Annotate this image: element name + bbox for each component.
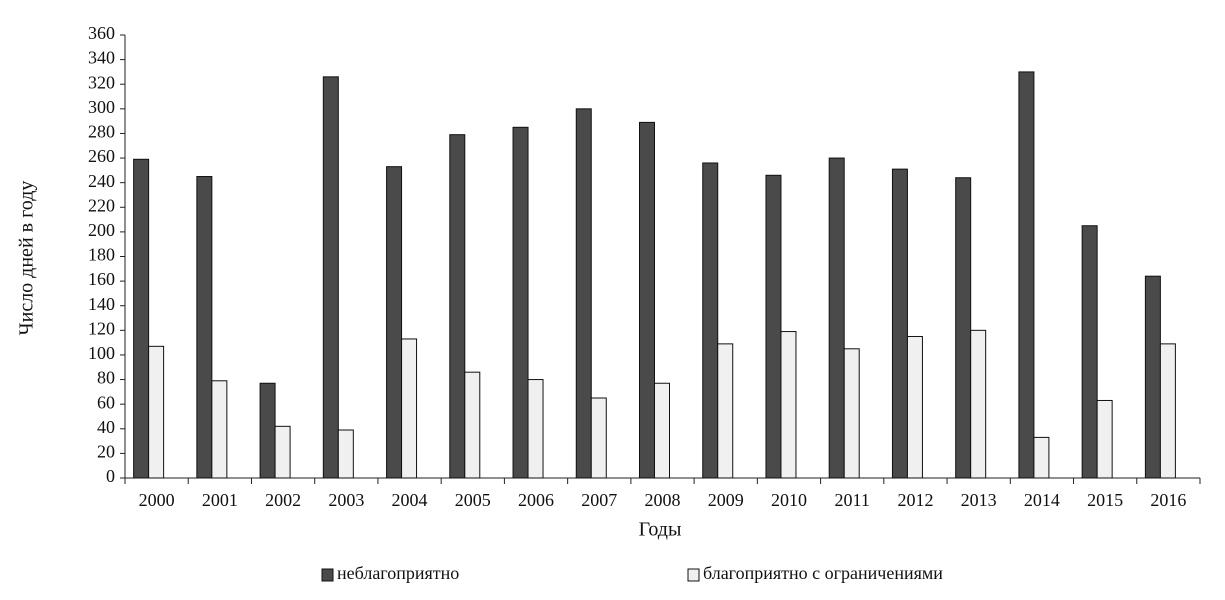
y-tick-label: 120 (88, 318, 115, 338)
x-tick-label: 2016 (1150, 490, 1186, 510)
bar (780, 331, 797, 479)
y-tick-label: 140 (88, 294, 115, 314)
bar (1018, 71, 1035, 479)
y-tick-label: 220 (88, 195, 115, 215)
bar (828, 157, 845, 479)
x-tick-label: 2005 (455, 490, 491, 510)
x-tick-label: 2008 (645, 490, 681, 510)
bar (1144, 275, 1161, 479)
y-tick-label: 180 (88, 245, 115, 265)
bar (843, 348, 860, 479)
bar (148, 345, 165, 479)
x-tick-label: 2011 (835, 490, 870, 510)
y-tick-label: 240 (88, 171, 115, 191)
x-tick-label: 2002 (265, 490, 301, 510)
y-tick-label: 340 (88, 48, 115, 68)
y-tick-label: 0 (106, 466, 115, 486)
bar (196, 176, 213, 479)
y-axis-title: Число дней в году (16, 181, 38, 336)
bar (1081, 225, 1098, 479)
bar (527, 379, 544, 479)
y-tick-label: 40 (97, 417, 115, 437)
y-tick-label: 160 (88, 269, 115, 289)
bar (1033, 436, 1050, 479)
bar (133, 158, 150, 479)
bar (590, 397, 607, 479)
x-tick-label: 2014 (1024, 490, 1060, 510)
bar (386, 166, 403, 479)
bar (464, 371, 481, 479)
x-tick-label: 2010 (771, 490, 807, 510)
bar (337, 429, 354, 479)
x-axis-title: Годы (639, 519, 682, 541)
bar (575, 108, 592, 479)
x-tick-label: 2012 (897, 490, 933, 510)
x-tick-label: 2013 (961, 490, 997, 510)
bar (717, 343, 734, 479)
x-tick-label: 2003 (328, 490, 364, 510)
bar (274, 425, 291, 479)
y-tick-label: 20 (97, 442, 115, 462)
x-tick-label: 2007 (581, 490, 617, 510)
y-tick-label: 360 (88, 23, 115, 43)
bar (259, 382, 276, 479)
x-tick-label: 2004 (392, 490, 428, 510)
x-tick-label: 2015 (1087, 490, 1123, 510)
bar (970, 329, 987, 479)
legend-label: благоприятно с ограничениями (703, 563, 943, 583)
legend: неблагоприятно благоприятно с ограничения… (321, 563, 943, 583)
x-tick-label: 2000 (139, 490, 175, 510)
bar (906, 335, 923, 479)
legend-swatch (321, 568, 334, 582)
y-tick-label: 260 (88, 146, 115, 166)
bar (401, 338, 418, 479)
y-tick-label: 60 (97, 392, 115, 412)
bar (639, 121, 655, 479)
y-tick-label: 300 (88, 97, 115, 117)
bar (449, 134, 466, 479)
bar (955, 177, 972, 479)
bar (891, 168, 908, 479)
bar (654, 382, 670, 479)
bar (1159, 343, 1176, 479)
y-tick-label: 280 (88, 122, 115, 142)
x-tick-label: 2009 (708, 490, 744, 510)
bar (512, 126, 529, 479)
y-tick-label: 320 (88, 72, 115, 92)
y-tick-label: 100 (88, 343, 115, 363)
x-tick-label: 2006 (518, 490, 554, 510)
bar (702, 162, 719, 479)
legend-swatch (687, 568, 700, 582)
bar (322, 76, 339, 479)
bar (1096, 399, 1113, 479)
x-tick-label: 2001 (202, 490, 238, 510)
bar (765, 174, 782, 479)
legend-label: неблагоприятно (337, 563, 459, 583)
y-tick-label: 80 (97, 368, 115, 388)
y-tick-label: 200 (88, 220, 115, 240)
bar (211, 380, 228, 479)
